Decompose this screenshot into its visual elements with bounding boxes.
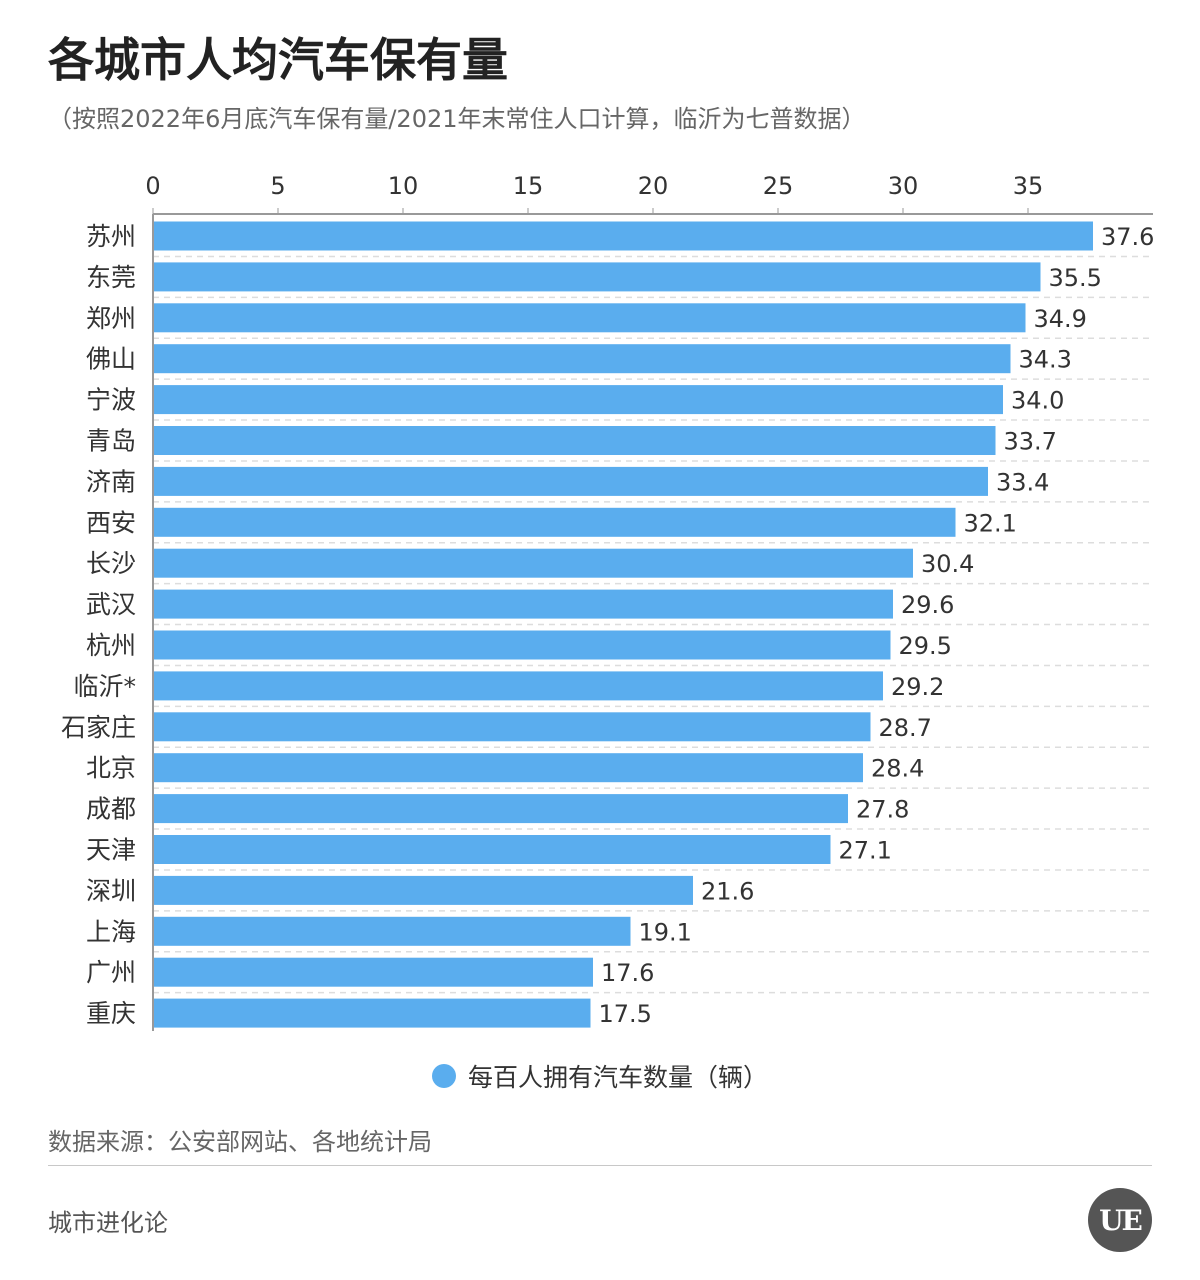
legend-marker (431, 1064, 456, 1088)
x-tick-label: 30 (888, 172, 919, 200)
footer-divider (48, 1165, 1152, 1166)
x-tick-label: 10 (388, 172, 419, 200)
category-label: 东莞 (86, 263, 136, 292)
value-label: 34.0 (1011, 387, 1064, 415)
value-label: 33.7 (1004, 428, 1057, 456)
bar (153, 344, 1011, 374)
bar (153, 794, 848, 824)
bar (153, 262, 1041, 292)
category-label: 临沂* (73, 672, 136, 701)
x-tick-label: 25 (763, 172, 794, 200)
value-label: 28.4 (871, 755, 924, 783)
category-label: 石家庄 (61, 713, 136, 742)
category-label: 青岛 (86, 427, 136, 456)
category-label: 济南 (86, 467, 136, 496)
bar (153, 630, 891, 660)
bar (153, 507, 956, 537)
value-label: 29.2 (891, 673, 944, 701)
category-label: 广州 (86, 958, 136, 987)
bar (153, 589, 893, 619)
category-label: 西安 (86, 508, 136, 537)
category-label: 长沙 (86, 549, 136, 578)
value-label: 19.1 (639, 918, 692, 946)
chart-title: 各城市人均汽车保有量 (48, 33, 508, 87)
bar (153, 916, 631, 946)
bar (153, 712, 871, 742)
bar (153, 548, 913, 578)
bar (153, 835, 831, 864)
category-label: 杭州 (86, 631, 136, 660)
bar (153, 957, 593, 987)
bar (153, 385, 1003, 415)
x-tick-label: 0 (145, 172, 160, 200)
value-label: 21.6 (701, 877, 754, 905)
category-label: 天津 (86, 836, 136, 865)
data-source: 数据来源：公安部网站、各地统计局 (48, 1128, 432, 1156)
brand-logo: UE (1088, 1188, 1152, 1252)
value-label: 34.9 (1034, 305, 1087, 333)
value-label: 34.3 (1019, 346, 1072, 374)
bar (153, 753, 863, 783)
category-label: 苏州 (86, 222, 136, 251)
bar-chart: 0 5 10 15 20 25 30 35 苏州东莞郑州佛山宁波青岛济南西安长沙武汉杭州临沂*… (61, 172, 1155, 1031)
value-label: 32.1 (964, 509, 1017, 537)
value-label: 37.6 (1101, 223, 1154, 251)
x-tick-label: 5 (270, 172, 285, 200)
legend-label: 每百人拥有汽车数量（辆） (467, 1063, 768, 1092)
brand-name: 城市进化论 (48, 1209, 168, 1237)
bar (153, 303, 1026, 333)
value-label: 33.4 (996, 468, 1049, 496)
value-labels: 37.6 35.5 34.9 34.3 34.0 33.7 33.4 32.1 30.4 29.6… (599, 223, 1155, 1028)
category-label: 北京 (86, 754, 136, 783)
category-label: 武汉 (86, 590, 136, 619)
category-label: 上海 (86, 917, 136, 946)
category-label: 宁波 (86, 386, 136, 415)
value-label: 17.6 (601, 959, 654, 987)
bar (153, 875, 693, 905)
bar (153, 466, 988, 496)
value-label: 30.4 (921, 550, 974, 578)
value-label: 28.7 (879, 714, 932, 742)
value-label: 35.5 (1049, 264, 1102, 292)
bar (153, 221, 1093, 251)
x-tick-label: 35 (1013, 172, 1044, 200)
x-tick-label: 20 (638, 172, 669, 200)
category-label: 郑州 (86, 304, 136, 333)
value-label: 27.1 (839, 837, 892, 865)
category-label: 深圳 (86, 876, 136, 905)
grid-lines (153, 255, 1153, 994)
x-axis-ticks: 0 5 10 15 20 25 30 35 (145, 172, 1043, 214)
category-label: 佛山 (86, 345, 136, 374)
x-tick-label: 15 (513, 172, 544, 200)
category-label: 重庆 (86, 999, 136, 1028)
value-label: 27.8 (856, 796, 909, 824)
value-label: 17.5 (599, 1000, 652, 1028)
bar (153, 998, 591, 1028)
legend: 每百人拥有汽车数量（辆） (0, 1058, 1200, 1094)
bars (153, 221, 1093, 1028)
category-label: 成都 (86, 795, 136, 824)
bar (153, 671, 883, 701)
bar (153, 426, 996, 455)
value-label: 29.5 (899, 632, 952, 660)
value-label: 29.6 (901, 591, 954, 619)
chart-subtitle: （按照2022年6月底汽车保有量/2021年末常住人口计算，临沂为七普数据） (48, 105, 866, 133)
